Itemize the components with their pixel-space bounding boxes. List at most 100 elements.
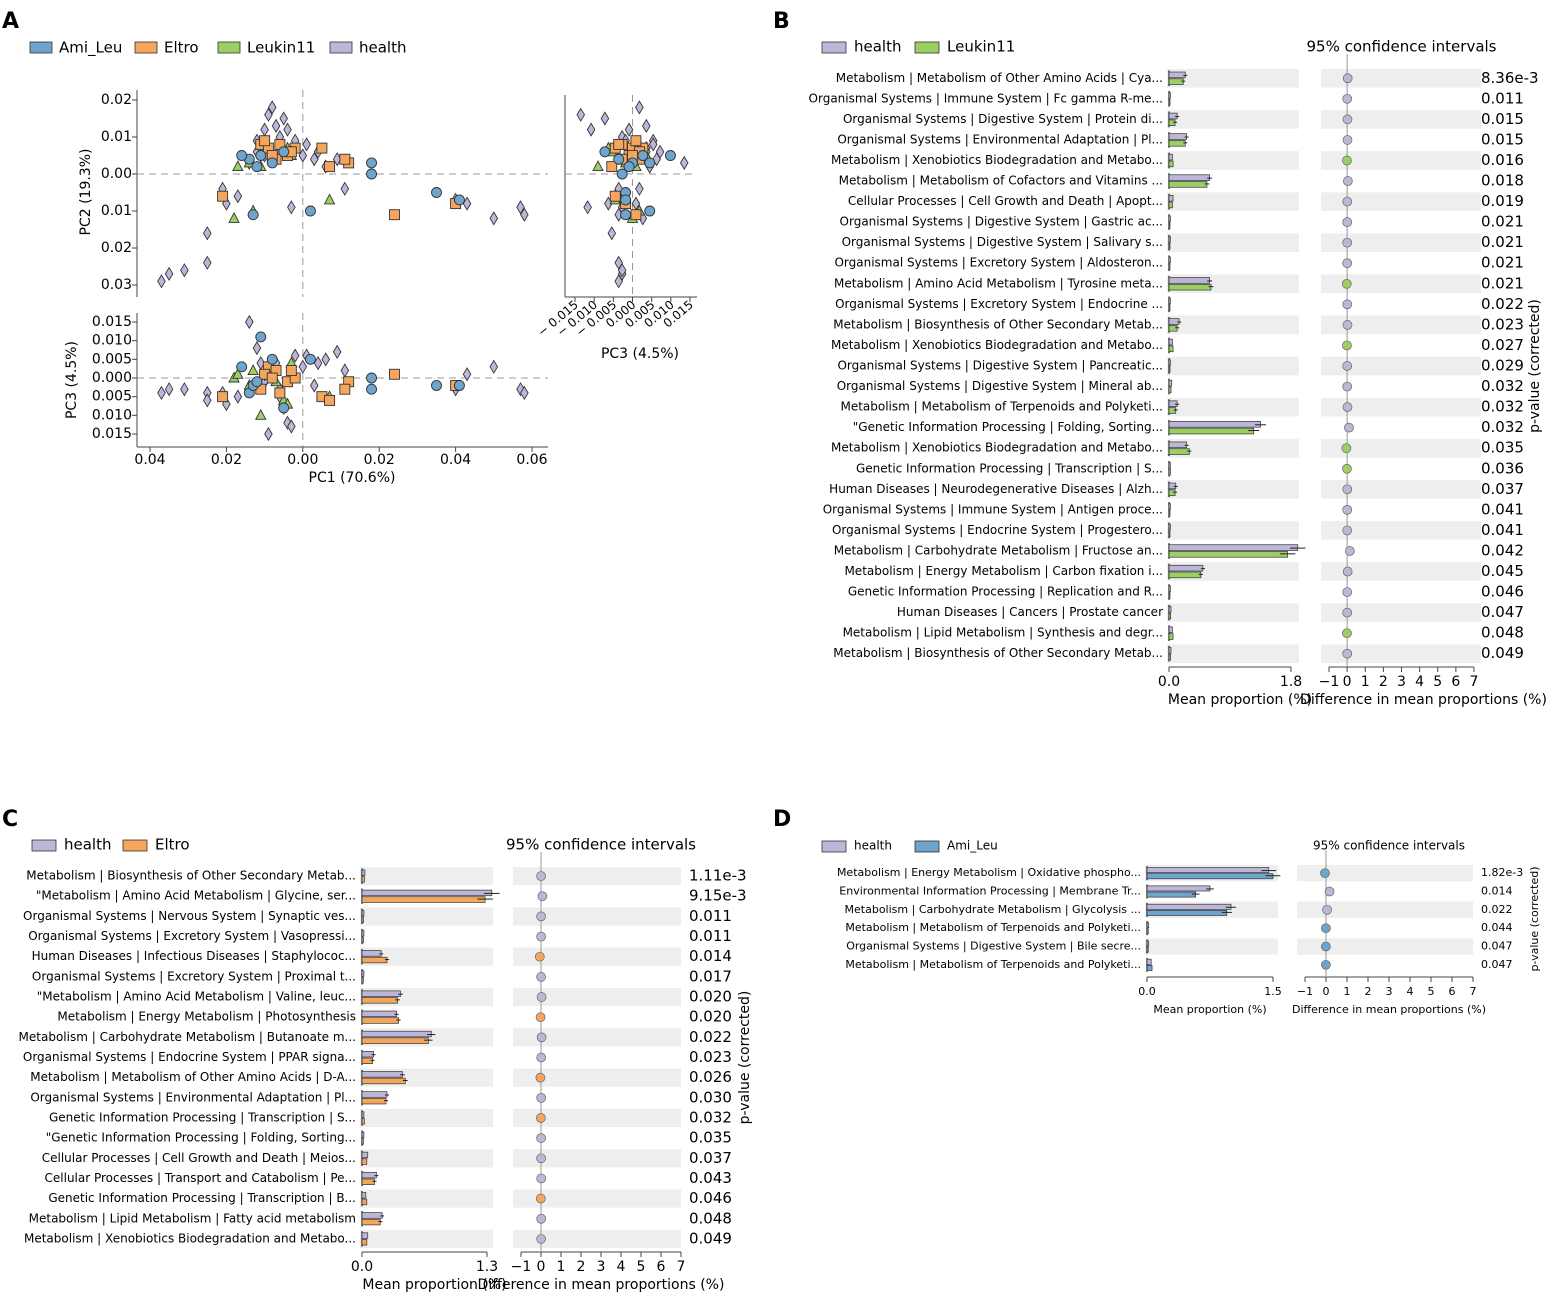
bar-group-b: [361, 997, 398, 1004]
panel-letter-b: B: [773, 9, 790, 34]
row-label: Organismal Systems | Digestive System | …: [840, 215, 1163, 229]
legend-label-a: health: [64, 836, 111, 854]
diff-tick-label: 0: [1343, 674, 1352, 690]
legend-swatch-a: [821, 41, 847, 54]
diff-point: [1342, 484, 1353, 495]
scatter-point-main: [339, 153, 351, 165]
tick-label: 1.3: [476, 1259, 498, 1275]
bar-group-b: [1168, 283, 1212, 291]
row-label: Cellular Processes | Cell Growth and Dea…: [848, 194, 1163, 208]
prop-axis-label: Mean proportion (%): [362, 1277, 506, 1293]
p-value: 0.042: [1481, 541, 1524, 559]
bar-group-a: [1168, 585, 1171, 592]
row-band: [360, 907, 493, 926]
scatter-point-pc3: [157, 385, 166, 401]
scatter-point-pc3: [309, 378, 319, 393]
bar-group-b: [1168, 201, 1173, 209]
scatter-point-pc3: [366, 383, 378, 395]
p-value: 0.032: [1481, 377, 1524, 395]
diff-tick-label: 2: [1379, 674, 1388, 690]
scatter-point-side: [620, 194, 632, 206]
p-value: 0.018: [1481, 172, 1524, 190]
row-label: Metabolism | Biosynthesis of Other Secon…: [26, 869, 356, 883]
scatter-point-main: [236, 150, 248, 161]
scatter-point-main: [203, 226, 212, 241]
diff-axis-label: Difference in mean proportions (%): [478, 1277, 725, 1293]
row-label: Metabolism | Metabolism of Cofactors and…: [839, 174, 1163, 188]
bar-group-a: [361, 1010, 397, 1018]
scatter-point-main: [278, 146, 290, 158]
bar-group-b: [361, 1097, 387, 1105]
diff-tick-label: 7: [1470, 674, 1479, 690]
row-label: Metabolism | Lipid Metabolism | Synthesi…: [843, 626, 1163, 640]
diff-point: [1342, 299, 1353, 310]
bar-group-a: [1168, 503, 1171, 510]
panel-b: health Leukin11 95% confidence intervals Me…: [809, 38, 1547, 709]
row-band: [513, 1028, 681, 1047]
pvalue-axis-label: p-value (corrected): [737, 991, 753, 1125]
scatter-point-side: [600, 111, 610, 126]
panel-c: health Eltro 95% confidence intervals Metab…: [19, 836, 753, 1294]
diff-point: [536, 1113, 546, 1123]
diff-point: [1342, 587, 1353, 597]
row-label: Organismal Systems | Excretory System | …: [28, 929, 356, 943]
row-band: [1321, 480, 1481, 499]
p-value: 0.011: [689, 907, 732, 925]
scatter-point-main: [164, 266, 174, 282]
diff-axis-label: Difference in mean proportions (%): [1292, 1003, 1486, 1016]
tick-label: 0.04: [134, 452, 165, 468]
diff-point: [536, 972, 546, 982]
bar-group-a: [1168, 544, 1299, 551]
scatter-point-pc3: [340, 363, 350, 378]
diff-point: [1342, 176, 1353, 186]
scatter-point-pc3: [290, 348, 300, 363]
row-label: Organismal Systems | Immune System | Ant…: [823, 502, 1163, 516]
axis-label-pc3-side: PC3 (4.5%): [601, 346, 679, 362]
p-value: 0.016: [1481, 151, 1524, 169]
legend-label-a: health: [854, 839, 892, 853]
bar-group-b: [1168, 510, 1171, 517]
diff-tick-label: 3: [1397, 674, 1406, 690]
p-value: 0.027: [1481, 336, 1524, 354]
diff-tick-label: −1: [1297, 985, 1313, 998]
p-value: 0.035: [1481, 439, 1524, 457]
p-value: 0.014: [1481, 885, 1513, 898]
scatter-point-pc3: [489, 359, 499, 374]
row-band: [1321, 438, 1481, 458]
bar-group-b: [1168, 304, 1171, 311]
row-band: [1167, 521, 1299, 540]
row-band: [360, 1229, 493, 1248]
diff-point: [1342, 196, 1353, 207]
legend-swatch-b: [914, 41, 940, 54]
panel-letter-a: A: [2, 9, 19, 34]
diff-point: [1342, 607, 1353, 618]
scatter-point-main: [283, 122, 292, 137]
row-label: Metabolism | Xenobiotics Biodegradation …: [24, 1231, 356, 1245]
diff-tick-label: 1: [1344, 985, 1351, 998]
p-value: 0.043: [689, 1169, 732, 1187]
diff-point: [1342, 258, 1353, 269]
tick-label: 1.8: [1280, 674, 1302, 690]
diff-point: [1342, 217, 1353, 227]
tick-label: 0.03: [101, 277, 132, 293]
scatter-point-main: [389, 209, 400, 221]
row-band: [1321, 233, 1481, 252]
row-label: Metabolism | Biosynthesis of Other Secon…: [833, 317, 1163, 331]
row-band: [1321, 192, 1481, 211]
scatter-point-side: [583, 200, 592, 215]
legend-label-b: Eltro: [155, 836, 190, 854]
diff-point: [1321, 959, 1331, 970]
p-value: 0.014: [689, 947, 732, 965]
row-band: [360, 1108, 493, 1128]
diff-point: [537, 891, 548, 902]
row-band: [1167, 315, 1299, 335]
legend-label-a: health: [854, 38, 901, 56]
panel-letter-d: D: [773, 807, 791, 832]
axis-label-pc1: PC1 (70.6%): [309, 470, 396, 486]
p-value: 0.036: [1481, 459, 1524, 477]
row-label: Metabolism | Energy Metabolism | Carbon …: [844, 564, 1163, 578]
row-band: [1167, 69, 1299, 88]
diff-point: [1342, 340, 1352, 351]
p-value: 0.019: [1481, 192, 1524, 210]
tick-label: 0.02: [364, 452, 395, 468]
